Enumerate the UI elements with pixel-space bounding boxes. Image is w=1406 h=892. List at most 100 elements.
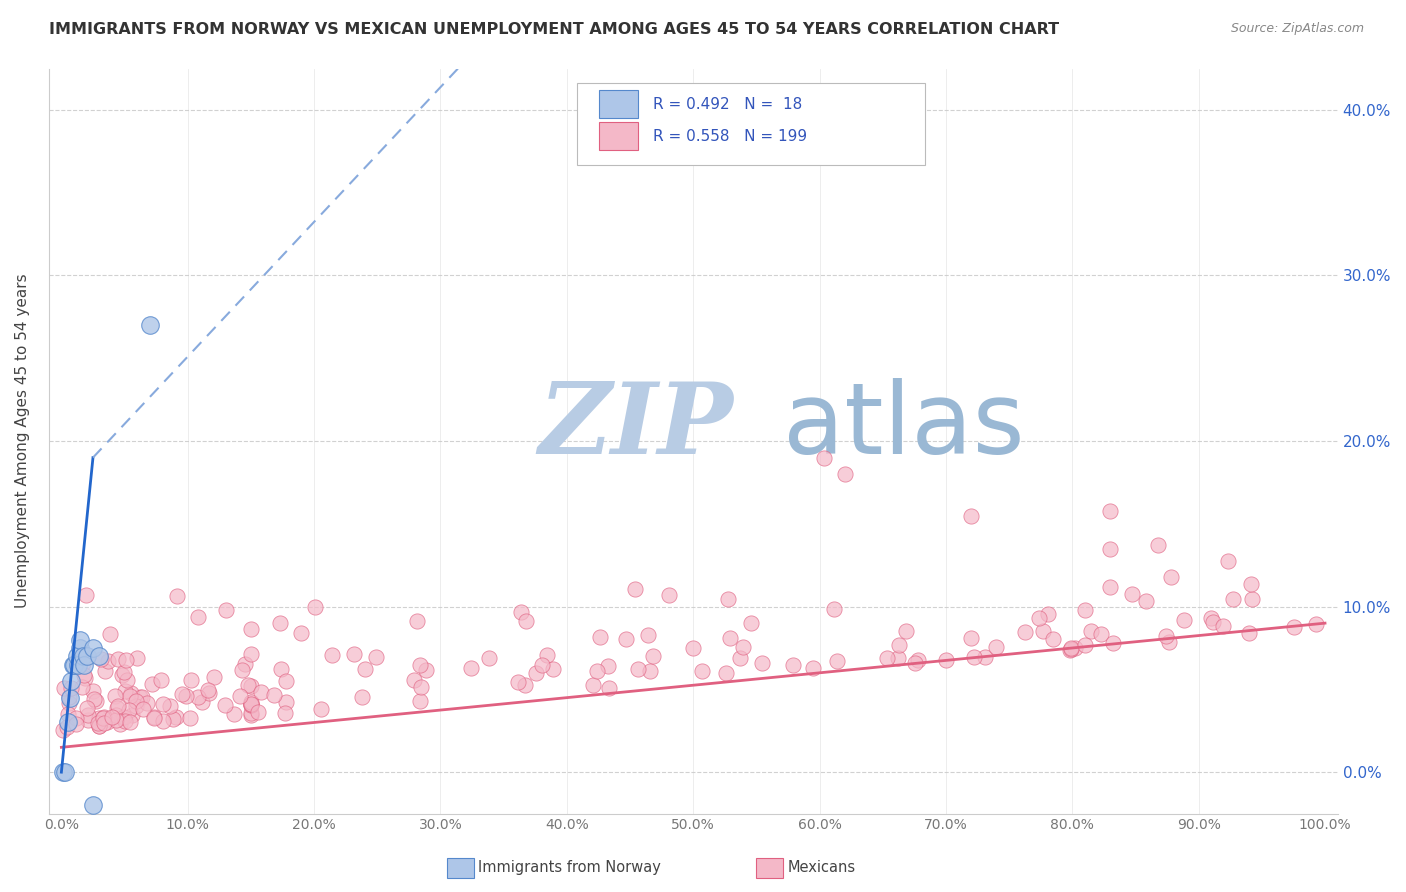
Point [52,723,75,737]
FancyBboxPatch shape [578,84,925,165]
Point [1241,592,1264,607]
Point [321,648,343,662]
Point [782,658,804,673]
Point [107,699,129,714]
Point [143,710,166,724]
Point [236,678,259,692]
Point [229,689,252,703]
Point [115,673,138,687]
Bar [599,122,638,151]
Point [125,699,148,714]
Point [239,698,262,712]
Point [239,697,262,711]
Point [239,707,262,722]
Point [93,710,115,724]
Point [82,640,104,655]
Text: Mexicans: Mexicans [787,861,855,875]
Point [309,702,332,716]
Point [65,711,87,725]
Point [114,714,136,728]
Point [131,690,153,705]
Point [112,665,135,679]
Point [1146,538,1168,552]
Point [1073,638,1095,652]
Bar [756,858,783,878]
Point [224,707,246,722]
Point [1042,632,1064,646]
Point [89,710,111,724]
Point [239,622,262,636]
Point [141,677,163,691]
Point [89,649,111,664]
Point [58,690,80,704]
Point [1218,554,1240,568]
Point [1090,627,1112,641]
Point [66,657,89,672]
Point [1099,580,1122,594]
Text: IMMIGRANTS FROM NORWAY VS MEXICAN UNEMPLOYMENT AMONG AGES 45 TO 54 YEARS CORRELA: IMMIGRANTS FROM NORWAY VS MEXICAN UNEMPL… [49,22,1059,37]
Point [59,690,82,705]
Point [643,649,665,664]
Point [730,651,752,665]
Point [1032,624,1054,638]
Point [582,678,605,692]
Point [214,698,236,712]
Point [93,715,115,730]
Point [1135,594,1157,608]
Point [104,689,127,703]
Point [801,661,824,675]
Point [111,710,134,724]
Point [215,602,238,616]
Point [56,715,79,730]
Point [509,605,531,619]
Point [62,657,84,672]
Text: Source: ZipAtlas.com: Source: ZipAtlas.com [1230,22,1364,36]
Point [152,714,174,728]
Point [409,694,432,708]
Point [76,701,98,715]
Point [139,318,162,333]
Point [536,648,558,663]
Point [1202,615,1225,629]
Point [894,624,917,638]
Point [1282,620,1305,634]
Point [60,681,83,696]
Point [352,690,374,704]
Point [1060,641,1083,656]
Y-axis label: Unemployment Among Ages 45 to 54 years: Unemployment Among Ages 45 to 54 years [15,274,30,608]
Point [408,658,430,673]
Point [716,591,738,606]
Point [250,684,273,698]
Point [714,665,737,680]
Point [460,661,482,675]
Point [823,602,845,616]
Point [179,710,201,724]
Point [65,649,87,664]
Point [166,589,188,603]
Point [132,702,155,716]
Point [125,651,148,665]
Point [682,640,704,655]
Point [263,688,285,702]
Point [1099,541,1122,556]
Point [304,599,326,614]
Point [197,682,219,697]
Point [598,681,620,695]
Point [162,712,184,726]
Bar [599,90,638,119]
Point [270,662,292,676]
Point [1036,607,1059,621]
Point [86,715,108,730]
Point [136,696,159,710]
Point [1240,577,1263,591]
Point [69,640,91,655]
Point [1159,635,1181,649]
Point [187,610,209,624]
Point [94,665,117,679]
Point [1060,641,1083,656]
Point [98,627,121,641]
Point [82,684,104,698]
Point [541,662,564,676]
Point [477,650,499,665]
Point [121,708,143,723]
